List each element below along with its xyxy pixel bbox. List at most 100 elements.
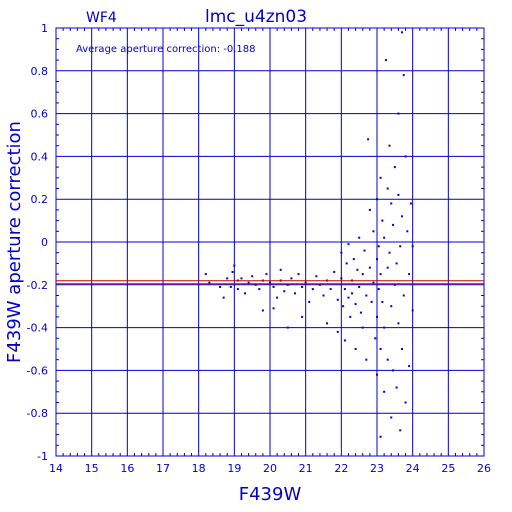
data-point (283, 290, 286, 293)
chart-title: lmc_u4zn03 (205, 7, 307, 27)
data-point (304, 281, 307, 284)
data-point (308, 300, 311, 303)
data-point (379, 435, 382, 438)
data-point (374, 337, 377, 340)
data-point (247, 281, 250, 284)
data-point (376, 373, 378, 376)
data-point (411, 245, 414, 248)
data-point (379, 273, 382, 276)
y-axis-label: F439W aperture correction (4, 121, 25, 363)
data-point (402, 294, 405, 297)
x-tick-label: 22 (334, 462, 348, 475)
x-tick-label: 15 (85, 462, 99, 475)
data-point (376, 258, 378, 261)
data-point (390, 202, 393, 205)
x-tick-label: 16 (120, 462, 134, 475)
data-point (301, 315, 304, 318)
data-point (311, 288, 314, 291)
data-point (399, 245, 402, 248)
data-point (342, 305, 345, 308)
data-point (219, 285, 222, 288)
data-point (397, 112, 400, 115)
data-point (326, 322, 329, 325)
data-point (347, 296, 350, 299)
data-point (333, 270, 336, 273)
data-point (231, 270, 234, 273)
data-point (392, 369, 395, 372)
x-tick-label: 19 (227, 462, 241, 475)
x-tick-label: 20 (263, 462, 277, 475)
y-tick-label: 0.6 (31, 108, 49, 121)
data-point (336, 330, 339, 333)
data-point (329, 288, 332, 291)
data-point (376, 198, 378, 201)
data-point (377, 245, 380, 248)
data-point (361, 326, 364, 329)
data-point (345, 262, 348, 265)
data-point (368, 266, 371, 269)
data-point (340, 277, 343, 280)
data-point (404, 401, 407, 404)
data-point (406, 230, 409, 233)
chart-annotation: Average aperture correction: -0.188 (76, 44, 256, 55)
data-point (297, 273, 300, 276)
data-point (301, 285, 304, 288)
data-point (400, 215, 403, 218)
data-point (388, 251, 391, 254)
data-point (376, 315, 378, 318)
data-point (286, 283, 289, 286)
data-point (372, 281, 375, 284)
data-point (340, 251, 343, 254)
data-point (383, 326, 386, 329)
y-tick-label: 0.4 (31, 150, 49, 163)
plot-frame (55, 27, 485, 457)
data-point (322, 294, 325, 297)
data-point (258, 288, 261, 291)
data-point (272, 285, 275, 288)
data-point (393, 283, 396, 286)
data-point (352, 258, 355, 261)
x-tick-label: 17 (156, 462, 170, 475)
data-point (358, 236, 361, 239)
data-point (384, 59, 387, 62)
y-tick-label: -0.8 (27, 407, 48, 420)
chart-subtitle: WF4 (86, 10, 117, 26)
data-point (349, 315, 352, 318)
data-point (390, 416, 393, 419)
y-tick-label: -0.4 (27, 322, 48, 335)
data-point (351, 292, 354, 295)
data-point (397, 322, 400, 325)
x-tick-label: 25 (441, 462, 455, 475)
x-tick-label: 26 (477, 462, 491, 475)
x-tick-label: 14 (49, 462, 63, 475)
x-tick-labels: 14 15 16 17 18 19 20 21 22 23 24 25 26 (49, 462, 491, 475)
data-point (397, 193, 400, 196)
data-point (286, 326, 289, 329)
data-point (383, 236, 386, 239)
data-point (358, 285, 361, 288)
data-point (400, 348, 403, 350)
data-point (404, 155, 407, 158)
data-point (343, 339, 346, 342)
data-point (367, 138, 370, 141)
data-point (279, 268, 282, 271)
data-point (368, 208, 371, 211)
data-point (408, 273, 411, 276)
y-tick-label: -1 (37, 450, 48, 463)
data-point (381, 300, 384, 303)
data-point (392, 223, 395, 226)
x-axis-label: F439W (239, 484, 302, 505)
data-point (251, 275, 254, 278)
data-point (354, 348, 357, 350)
data-point (293, 292, 296, 295)
data-point (365, 294, 368, 297)
x-tick-label: 21 (299, 462, 313, 475)
data-point (363, 249, 366, 252)
data-point (411, 309, 414, 312)
data-point (361, 273, 364, 276)
data-point (370, 300, 373, 303)
data-point (409, 202, 412, 205)
data-point (381, 219, 384, 222)
data-point (222, 296, 225, 299)
